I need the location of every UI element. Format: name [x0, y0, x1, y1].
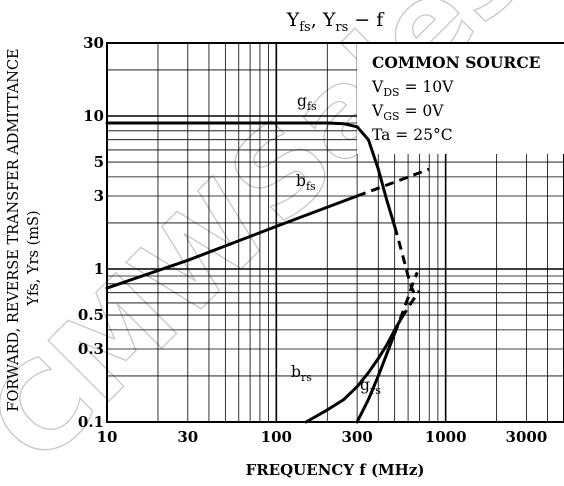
series-line-dashed-grs: [393, 271, 419, 334]
series-line-dashed-brs: [400, 289, 421, 319]
plot-grid: [106, 42, 564, 423]
series-line-dashed-bfs: [356, 167, 430, 198]
series-line-gfs: [105, 121, 397, 228]
x-tick-label: 1000: [425, 428, 467, 446]
x-tick-label: 10: [97, 428, 118, 446]
series-line-bfs: [105, 194, 359, 290]
series-line-brs: [304, 316, 404, 424]
y-axis-label: FORWARD, REVERSE TRANSFER ADMITTANCE Yfs…: [6, 48, 42, 411]
x-tick-label: 300: [341, 428, 372, 446]
svg-text:CMW: CMW: [0, 156, 296, 486]
y-tick-label: 3: [94, 187, 104, 205]
legend-line: VDS = 10V: [371, 78, 454, 99]
y-tick-label: 10: [83, 107, 104, 125]
x-tick-label: 30: [177, 428, 198, 446]
series-layer: [105, 121, 430, 424]
series-label-bfs: bfs: [296, 172, 316, 193]
y-tick-label: 0.5: [78, 306, 104, 324]
x-tick-label: 100: [261, 428, 292, 446]
chart-title: Yfs, Yrs − f: [286, 9, 386, 35]
y-tick-labels: 30 10 5 3 1 0.5 0.3 0.1: [78, 34, 104, 431]
series-label-grs: grs: [360, 376, 381, 397]
series-label-brs: brs: [291, 363, 312, 384]
legend-line: Ta = 25°C: [372, 126, 453, 144]
plot-frame: [106, 42, 564, 423]
series-label-gfs: gfs: [297, 92, 317, 113]
legend-line: VGS = 0V: [371, 102, 444, 123]
y-tick-label: 30: [83, 34, 104, 52]
y-tick-label: 5: [94, 153, 104, 171]
x-axis-label: FREQUENCY f (MHz): [246, 461, 425, 479]
svg-text:FORWARD, REVERSE TRANSFER ADMI: FORWARD, REVERSE TRANSFER ADMITTANCE: [6, 48, 22, 411]
legend-line: COMMON SOURCE: [372, 53, 541, 72]
x-tick-label: 3000: [506, 428, 548, 446]
series-line-dashed-gfs: [393, 225, 416, 294]
x-tick-labels: 10 30 100 300 1000 3000: [97, 428, 548, 446]
svg-text:Yfs, Yrs (mS): Yfs, Yrs (mS): [26, 210, 42, 306]
y-tick-label: 0.3: [78, 340, 104, 358]
series-labels: gfs bfs brs grs: [291, 92, 381, 397]
y-tick-label: 0.1: [78, 413, 104, 431]
series-line-grs: [355, 331, 397, 424]
legend-box: COMMON SOURCE VDS = 10V VGS = 0V Ta = 25°C: [357, 44, 564, 154]
y-tick-label: 1: [94, 260, 104, 278]
